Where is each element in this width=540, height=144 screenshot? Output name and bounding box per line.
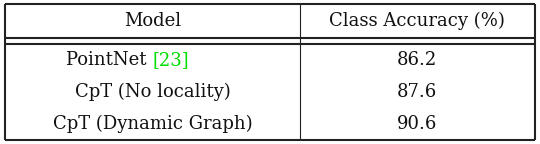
Text: 86.2: 86.2 (397, 51, 437, 69)
Text: Class Accuracy (%): Class Accuracy (%) (329, 12, 505, 30)
Text: PointNet: PointNet (66, 51, 153, 69)
Text: [23]: [23] (153, 51, 189, 69)
Text: CpT (Dynamic Graph): CpT (Dynamic Graph) (53, 115, 252, 133)
Text: 87.6: 87.6 (397, 83, 437, 101)
Text: 90.6: 90.6 (397, 115, 437, 133)
Text: CpT (No locality): CpT (No locality) (75, 83, 231, 101)
Text: Model: Model (124, 12, 181, 30)
